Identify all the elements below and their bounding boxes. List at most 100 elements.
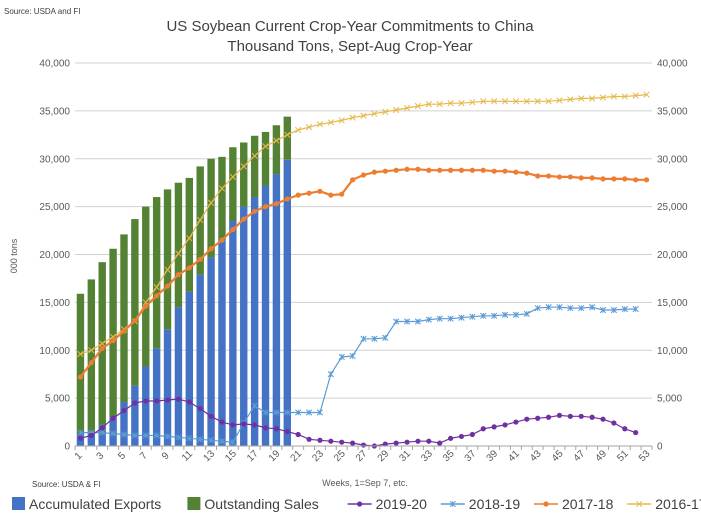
series-marker <box>88 360 94 366</box>
series-marker <box>415 438 421 444</box>
series-marker <box>186 265 192 271</box>
series-marker <box>218 438 226 445</box>
series-marker <box>241 421 247 427</box>
x-tick-label: 39 <box>485 448 501 464</box>
chart-title: US Soybean Current Crop-Year Commitments… <box>166 18 534 35</box>
bar-accumulated-exports <box>218 240 226 446</box>
x-tick-label: 51 <box>615 448 631 464</box>
series-marker <box>350 440 356 446</box>
x-tick-label: 23 <box>310 448 326 464</box>
series-marker <box>458 433 465 440</box>
series-marker <box>164 397 171 403</box>
series-marker <box>535 173 541 179</box>
bar-accumulated-exports <box>272 174 281 446</box>
x-tick-label: 29 <box>376 448 392 464</box>
series-marker <box>273 426 280 432</box>
series-marker <box>425 101 432 108</box>
bar-accumulated-exports <box>250 197 259 446</box>
series-2019-20 <box>77 396 639 449</box>
series-marker <box>295 409 302 416</box>
series-marker <box>360 112 367 119</box>
series-marker <box>545 304 552 311</box>
series-marker <box>143 303 149 309</box>
legend-label: Accumulated Exports <box>29 496 161 512</box>
series-marker <box>241 216 247 222</box>
series-marker <box>338 117 345 124</box>
series-marker <box>543 501 549 507</box>
series-marker <box>218 185 226 192</box>
series-marker <box>99 429 106 436</box>
bar-outstanding-sales <box>109 248 117 418</box>
series-lines <box>77 91 650 449</box>
series-marker <box>512 98 520 105</box>
series-line <box>80 398 636 447</box>
x-tick-label: 31 <box>397 448 413 464</box>
series-marker <box>523 98 530 105</box>
bar-accumulated-exports <box>98 424 106 446</box>
series-marker <box>437 440 443 446</box>
series-marker <box>316 121 324 128</box>
legend-item: 2016-17 <box>627 496 701 512</box>
series-marker <box>153 283 160 291</box>
series-marker <box>317 188 323 194</box>
series-marker <box>338 353 345 361</box>
y-tick-label-right: 30,000 <box>657 154 688 165</box>
legend-label: 2017-18 <box>562 496 614 512</box>
y-axis-label: 000 tons <box>9 238 19 273</box>
series-marker <box>610 93 618 100</box>
series-marker <box>578 95 585 102</box>
bar-outstanding-sales <box>272 125 281 175</box>
series-marker <box>480 426 486 432</box>
series-marker <box>328 192 334 198</box>
y-tick-label-left: 35,000 <box>39 106 70 117</box>
bar-outstanding-sales <box>261 131 270 186</box>
x-tick-label: 43 <box>528 448 544 464</box>
y-tick-label-right: 35,000 <box>657 106 688 117</box>
series-marker <box>207 199 215 206</box>
series-marker <box>490 312 498 319</box>
series-marker <box>404 166 410 172</box>
series-2016-17 <box>77 91 650 358</box>
series-marker <box>175 272 182 278</box>
series-marker <box>437 167 443 173</box>
series-marker <box>382 441 388 447</box>
series-marker <box>449 500 456 508</box>
bar-outstanding-sales <box>218 156 226 241</box>
series-marker <box>636 500 643 508</box>
series-marker <box>295 126 302 134</box>
series-marker <box>588 95 596 102</box>
series-marker <box>99 340 106 347</box>
series-marker <box>284 429 290 435</box>
series-marker <box>305 409 313 416</box>
legend-swatch <box>187 497 201 510</box>
legend: Accumulated Exports Outstanding Sales 2019… <box>12 496 701 512</box>
bar-accumulated-exports <box>261 185 270 446</box>
bar-accumulated-exports <box>131 385 139 446</box>
x-tick-label: 11 <box>180 448 195 463</box>
series-marker <box>611 420 617 426</box>
y-tick-label-right: 10,000 <box>657 346 688 357</box>
series-marker <box>578 413 584 419</box>
series-marker <box>458 167 465 173</box>
series-marker <box>524 416 530 422</box>
x-tick-label: 41 <box>506 448 522 464</box>
series-marker <box>273 409 280 416</box>
series-marker <box>229 439 237 446</box>
y-tick-label-right: 0 <box>657 442 663 453</box>
x-tick-label: 47 <box>572 448 588 464</box>
series-marker <box>403 318 411 325</box>
series-marker <box>491 168 497 174</box>
series-marker <box>262 409 269 416</box>
bar-outstanding-sales <box>207 158 215 258</box>
series-marker <box>327 119 334 126</box>
series-marker <box>230 227 236 233</box>
chart-subtitle: Thousand Tons, Sept-Aug Crop-Year <box>227 38 472 55</box>
series-marker <box>262 425 269 431</box>
series-marker <box>567 174 573 180</box>
x-tick-label: 37 <box>463 448 479 464</box>
bar-accumulated-exports <box>283 159 291 446</box>
bar-outstanding-sales <box>76 293 85 434</box>
series-marker <box>175 250 182 257</box>
x-tick-label: 7 <box>138 450 150 462</box>
